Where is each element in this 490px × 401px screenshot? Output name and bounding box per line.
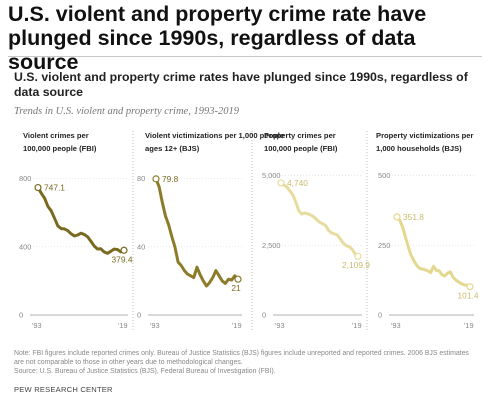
start-value-label: 4,740 xyxy=(287,178,308,188)
note-block: Note: FBI figures include reported crime… xyxy=(14,349,476,377)
panel-title: Violent crimes per xyxy=(23,131,89,140)
y-tick-label: 5,000 xyxy=(262,171,281,180)
chart-subtitle: U.S. violent and property crime rates ha… xyxy=(14,70,468,99)
start-point-marker xyxy=(393,213,401,221)
end-value-label: 2,109.9 xyxy=(342,260,370,270)
x-tick-label: '19 xyxy=(464,321,474,330)
end-point-marker xyxy=(234,275,242,283)
start-value-label: 351.8 xyxy=(403,212,424,222)
end-point-marker xyxy=(466,283,474,291)
panel-title: 1,000 households (BJS) xyxy=(376,144,462,153)
panel-title: 100,000 people (FBI) xyxy=(23,144,97,153)
start-point-marker xyxy=(34,183,42,192)
y-tick-label: 250 xyxy=(378,241,390,250)
start-value-label: 79.8 xyxy=(162,174,179,184)
series-line xyxy=(395,215,472,289)
y-tick-label: 2,500 xyxy=(262,241,281,250)
y-tick-label: 0 xyxy=(19,311,23,320)
series-line xyxy=(36,186,126,255)
y-tick-label: 400 xyxy=(19,242,31,251)
x-tick-label: '19 xyxy=(118,321,128,330)
x-tick-label: '93 xyxy=(32,321,42,330)
end-value-label: 21 xyxy=(231,283,241,293)
panel-title: 100,000 people (FBI) xyxy=(264,144,338,153)
x-tick-label: '19 xyxy=(352,321,362,330)
chart-subsubtitle: Trends in U.S. violent and property crim… xyxy=(14,106,239,117)
end-value-label: 379.4 xyxy=(112,254,133,264)
x-tick-label: '93 xyxy=(150,321,160,330)
series-line xyxy=(154,177,240,288)
y-tick-label: 40 xyxy=(137,242,145,251)
start-point-marker xyxy=(152,175,160,183)
start-point-marker xyxy=(277,179,285,187)
note-text: Note: FBI figures include reported crime… xyxy=(14,350,469,367)
y-tick-label: 500 xyxy=(378,171,390,180)
panel-title: ages 12+ (BJS) xyxy=(145,144,200,153)
series-line xyxy=(279,181,360,258)
panel-title: Violent victimizations per 1,000 people xyxy=(145,131,284,140)
end-value-label: 101.4 xyxy=(458,291,479,301)
y-tick-label: 80 xyxy=(137,174,145,183)
y-tick-label: 800 xyxy=(19,174,31,183)
headline: U.S. violent and property crime rate hav… xyxy=(8,2,427,74)
end-point-marker xyxy=(354,252,362,260)
panel-title: Property victimizations per xyxy=(376,131,474,140)
end-point-marker xyxy=(120,246,128,254)
source-text: Source: U.S. Bureau of Justice Statistic… xyxy=(14,368,276,376)
x-tick-label: '93 xyxy=(275,321,285,330)
panel-title: Property crimes per xyxy=(264,131,336,140)
start-value-label: 747.1 xyxy=(44,183,65,193)
divider xyxy=(8,56,482,57)
x-tick-label: '19 xyxy=(232,321,242,330)
y-tick-label: 0 xyxy=(137,311,141,320)
x-tick-label: '93 xyxy=(391,321,401,330)
y-tick-label: 0 xyxy=(262,311,266,320)
y-tick-label: 0 xyxy=(378,311,382,320)
brand-logo-text: PEW RESEARCH CENTER xyxy=(14,385,113,394)
